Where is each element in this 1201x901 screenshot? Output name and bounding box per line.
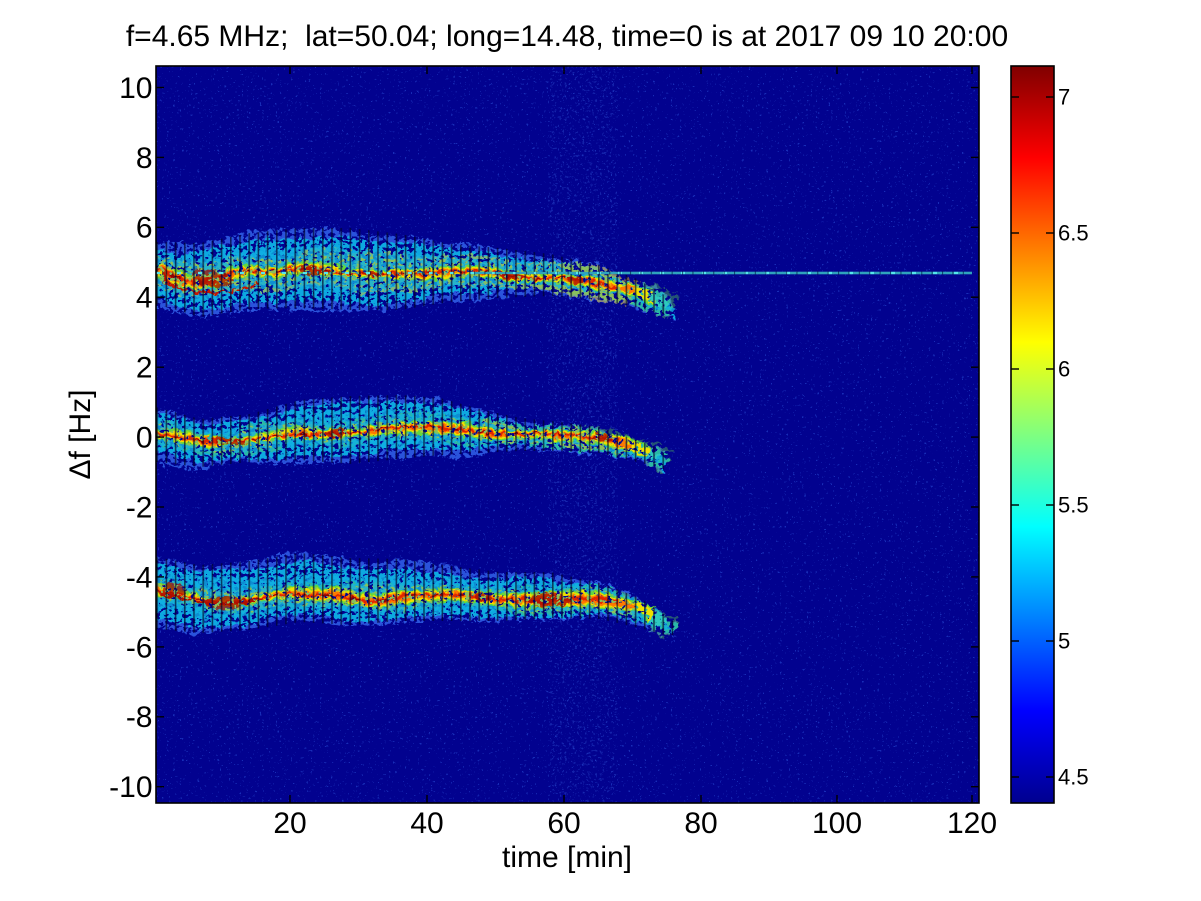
svg-text:2: 2 bbox=[136, 352, 153, 385]
svg-text:7: 7 bbox=[1058, 85, 1070, 110]
svg-text:80: 80 bbox=[684, 807, 717, 840]
svg-text:8: 8 bbox=[136, 142, 153, 175]
svg-text:-10: -10 bbox=[109, 771, 152, 804]
svg-text:0: 0 bbox=[136, 422, 153, 455]
svg-text:time [min]: time [min] bbox=[502, 841, 632, 874]
svg-text:Δf [Hz]: Δf [Hz] bbox=[64, 389, 97, 479]
svg-text:4: 4 bbox=[136, 282, 153, 315]
svg-text:5: 5 bbox=[1058, 629, 1070, 654]
svg-text:120: 120 bbox=[947, 807, 997, 840]
svg-text:10: 10 bbox=[119, 72, 152, 105]
svg-text:-4: -4 bbox=[126, 561, 153, 594]
svg-text:f=4.65 MHz; lat=50.04; long=1: f=4.65 MHz; lat=50.04; long=14.48, time=… bbox=[126, 20, 1008, 53]
svg-text:6: 6 bbox=[136, 212, 153, 245]
svg-text:6.5: 6.5 bbox=[1058, 221, 1089, 246]
svg-text:40: 40 bbox=[410, 807, 443, 840]
svg-text:-6: -6 bbox=[126, 631, 153, 664]
svg-text:6: 6 bbox=[1058, 357, 1070, 382]
svg-text:100: 100 bbox=[812, 807, 862, 840]
svg-text:-8: -8 bbox=[126, 701, 153, 734]
svg-text:-2: -2 bbox=[126, 491, 153, 524]
svg-text:5.5: 5.5 bbox=[1058, 493, 1089, 518]
svg-text:4.5: 4.5 bbox=[1058, 765, 1089, 790]
svg-text:20: 20 bbox=[273, 807, 306, 840]
svg-text:60: 60 bbox=[547, 807, 580, 840]
